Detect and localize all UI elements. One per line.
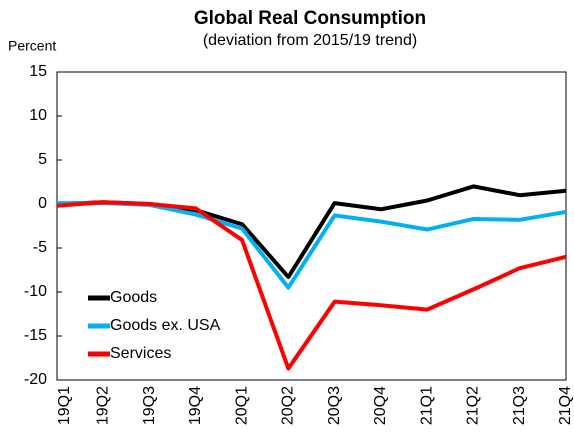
x-tick-label: 21Q3 [511, 386, 528, 425]
chart-title: Global Real Consumption [194, 8, 426, 29]
x-tick-label: 19Q2 [94, 386, 111, 425]
x-tick-label: 21Q1 [418, 386, 435, 425]
x-tick-label: 19Q3 [141, 386, 158, 425]
legend-label: Goods [110, 289, 157, 306]
y-axis-label: Percent [8, 38, 56, 54]
legend-label: Goods ex. USA [110, 317, 221, 334]
x-tick-label: 21Q4 [557, 386, 574, 425]
series-line [56, 200, 567, 371]
x-tick-label: 20Q1 [233, 386, 250, 425]
x-tick-label: 20Q2 [280, 386, 297, 425]
y-tick-label: -10 [24, 283, 47, 300]
x-tick-label: 19Q1 [56, 386, 73, 425]
y-tick-label: -15 [24, 327, 47, 344]
legend-label: Services [110, 345, 171, 362]
y-tick-label: -5 [33, 239, 47, 256]
y-tick-label: 5 [38, 151, 47, 168]
y-tick-label: 15 [29, 63, 47, 80]
x-tick-label: 20Q3 [326, 386, 343, 425]
y-tick-label: 0 [38, 195, 47, 212]
x-tick-label: 19Q4 [187, 386, 204, 425]
series-line [56, 184, 567, 280]
y-tick-label: 10 [29, 107, 47, 124]
plot-frame [56, 71, 567, 381]
chart-subtitle: (deviation from 2015/19 trend) [203, 32, 417, 49]
x-tick-label: 20Q4 [372, 386, 389, 425]
x-tick-label: 21Q2 [465, 386, 482, 425]
y-tick-label: -20 [24, 371, 47, 388]
series-line [57, 201, 567, 290]
